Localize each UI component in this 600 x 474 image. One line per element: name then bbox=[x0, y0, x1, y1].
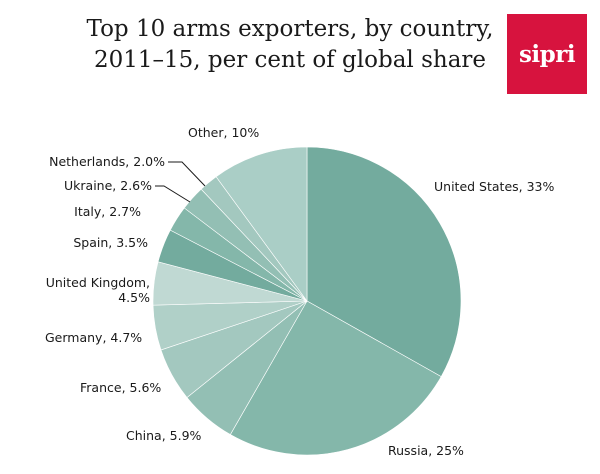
slice-label-germany: Germany, 4.7% bbox=[45, 330, 142, 345]
slice-label-china: China, 5.9% bbox=[126, 428, 202, 443]
chart-title: Top 10 arms exporters, by country, 2011–… bbox=[80, 14, 500, 76]
leader-line-netherlands bbox=[168, 161, 206, 187]
sipri-logo-text: sipri bbox=[518, 40, 576, 68]
pie-slice-russia bbox=[229, 300, 442, 456]
chart-title-line-1: Top 10 arms exporters, by country, bbox=[86, 16, 494, 42]
slice-labels: United States, 33% Russia, 25% China, 5.9%… bbox=[45, 125, 554, 458]
slice-label-russia: Russia, 25% bbox=[388, 443, 464, 458]
pie-slices bbox=[152, 146, 462, 456]
slice-label-france: France, 5.6% bbox=[80, 380, 161, 395]
chart-title-line-2: 2011–15, per cent of global share bbox=[93, 47, 487, 73]
pie-slice-other bbox=[215, 146, 308, 302]
leader-lines bbox=[155, 161, 206, 203]
sipri-logo: sipri bbox=[507, 14, 587, 94]
slice-label-united-states: United States, 33% bbox=[434, 179, 554, 194]
slice-label-united-kingdom: United Kingdom, 4.5% bbox=[46, 275, 150, 305]
slice-label-other: Other, 10% bbox=[188, 125, 259, 140]
pie-slice-united-states bbox=[306, 146, 462, 377]
slice-label-ukraine: Ukraine, 2.6% bbox=[64, 178, 152, 193]
slice-label-italy: Italy, 2.7% bbox=[74, 204, 141, 219]
slice-label-netherlands: Netherlands, 2.0% bbox=[49, 154, 165, 169]
leader-line-ukraine bbox=[155, 185, 191, 203]
slice-label-spain: Spain, 3.5% bbox=[73, 235, 148, 250]
